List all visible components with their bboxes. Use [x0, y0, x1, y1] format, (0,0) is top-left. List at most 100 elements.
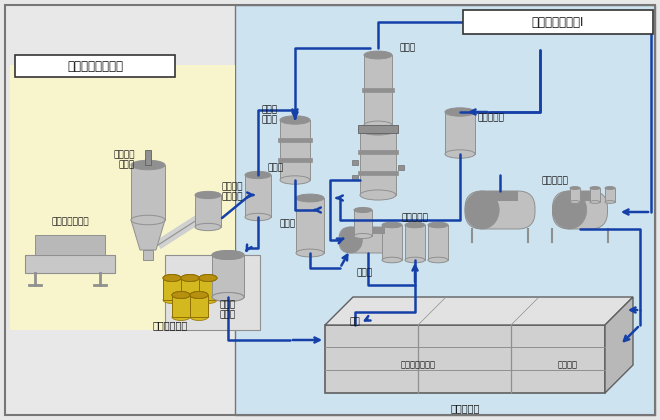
Ellipse shape — [163, 297, 181, 304]
Bar — [590, 188, 600, 202]
Bar — [199, 278, 217, 300]
Ellipse shape — [428, 222, 448, 228]
Ellipse shape — [190, 291, 208, 299]
Ellipse shape — [364, 51, 392, 59]
Bar — [570, 191, 591, 200]
Bar — [172, 295, 190, 317]
Text: 排水: 排水 — [349, 318, 360, 326]
Text: 凝縮液貯槽: 凝縮液貯槽 — [542, 176, 568, 185]
Ellipse shape — [195, 223, 221, 231]
Bar — [358, 171, 398, 175]
Ellipse shape — [445, 150, 475, 158]
Ellipse shape — [428, 257, 448, 263]
Bar — [165, 255, 260, 330]
Ellipse shape — [199, 275, 217, 281]
Bar — [445, 112, 475, 154]
Polygon shape — [325, 297, 633, 325]
Bar — [605, 188, 615, 202]
Text: ミスト
分離器: ミスト 分離器 — [262, 105, 278, 125]
Bar — [172, 295, 190, 317]
Bar — [163, 278, 181, 300]
FancyBboxPatch shape — [552, 191, 607, 229]
Ellipse shape — [212, 292, 244, 302]
Bar — [212, 255, 244, 297]
Bar — [362, 88, 394, 92]
Ellipse shape — [199, 275, 217, 281]
Bar — [398, 165, 404, 170]
Bar — [570, 191, 591, 229]
Ellipse shape — [552, 191, 587, 229]
Text: 液体廃棄物: 液体廃棄物 — [450, 403, 480, 413]
Bar — [360, 130, 396, 195]
Bar — [190, 295, 208, 317]
Ellipse shape — [590, 186, 600, 189]
Bar — [35, 235, 105, 255]
Text: 蒸発缶: 蒸発缶 — [400, 44, 416, 52]
Ellipse shape — [181, 297, 199, 304]
Bar — [25, 255, 115, 273]
Bar — [358, 125, 398, 133]
Bar — [145, 150, 151, 165]
Bar — [352, 175, 358, 180]
Ellipse shape — [181, 275, 199, 281]
Text: セメント
ホッパ: セメント ホッパ — [114, 150, 135, 170]
Polygon shape — [10, 65, 235, 330]
Bar — [296, 198, 324, 253]
Bar — [15, 55, 175, 77]
Ellipse shape — [360, 125, 396, 135]
Text: 保管廃薬施設: 保管廃薬施設 — [152, 320, 187, 330]
Bar — [199, 278, 217, 300]
Bar — [131, 165, 165, 220]
Bar — [482, 191, 518, 200]
Text: セメント固化装置: セメント固化装置 — [67, 60, 123, 73]
Ellipse shape — [195, 192, 221, 199]
Ellipse shape — [405, 257, 425, 263]
Bar — [350, 227, 385, 234]
Ellipse shape — [280, 176, 310, 184]
Ellipse shape — [212, 250, 244, 260]
Text: 廃液貯槽: 廃液貯槽 — [558, 360, 578, 370]
Ellipse shape — [172, 291, 190, 299]
Ellipse shape — [172, 291, 190, 299]
Ellipse shape — [199, 297, 217, 304]
Bar — [245, 175, 271, 217]
Text: 計量槽: 計量槽 — [268, 163, 284, 172]
Ellipse shape — [570, 201, 580, 203]
Text: セメント開袋機: セメント開袋機 — [51, 217, 89, 226]
Ellipse shape — [245, 213, 271, 221]
Text: 充填塔: 充填塔 — [280, 220, 296, 228]
Bar — [143, 250, 153, 260]
Bar — [463, 10, 653, 34]
Bar — [382, 225, 402, 260]
Ellipse shape — [360, 190, 396, 200]
Text: 処理済廃液貯槽: 処理済廃液貯槽 — [401, 360, 436, 370]
Ellipse shape — [605, 186, 615, 189]
Ellipse shape — [212, 250, 244, 260]
Bar — [278, 158, 312, 162]
Text: 蒸発処理装置・Ⅰ: 蒸発処理装置・Ⅰ — [532, 16, 584, 29]
Ellipse shape — [131, 160, 165, 170]
Ellipse shape — [405, 222, 425, 228]
FancyBboxPatch shape — [339, 227, 397, 253]
Ellipse shape — [212, 292, 244, 302]
Bar — [212, 255, 244, 297]
Ellipse shape — [163, 275, 181, 281]
Ellipse shape — [131, 215, 165, 225]
Ellipse shape — [445, 108, 475, 116]
Ellipse shape — [364, 121, 392, 129]
Ellipse shape — [590, 201, 600, 203]
Ellipse shape — [465, 191, 499, 229]
Bar — [181, 278, 199, 300]
Ellipse shape — [296, 249, 324, 257]
Bar — [325, 325, 605, 393]
Text: 凝縮器: 凝縮器 — [357, 268, 373, 277]
Text: 廃液供給槽: 廃液供給槽 — [478, 113, 505, 123]
FancyBboxPatch shape — [465, 191, 535, 229]
Bar — [482, 191, 518, 229]
Ellipse shape — [296, 194, 324, 202]
Text: 濃縮液貯槽: 濃縮液貯槽 — [401, 213, 428, 222]
Bar — [428, 225, 448, 260]
Bar — [350, 227, 385, 253]
Bar — [364, 55, 392, 125]
Bar — [280, 120, 310, 180]
